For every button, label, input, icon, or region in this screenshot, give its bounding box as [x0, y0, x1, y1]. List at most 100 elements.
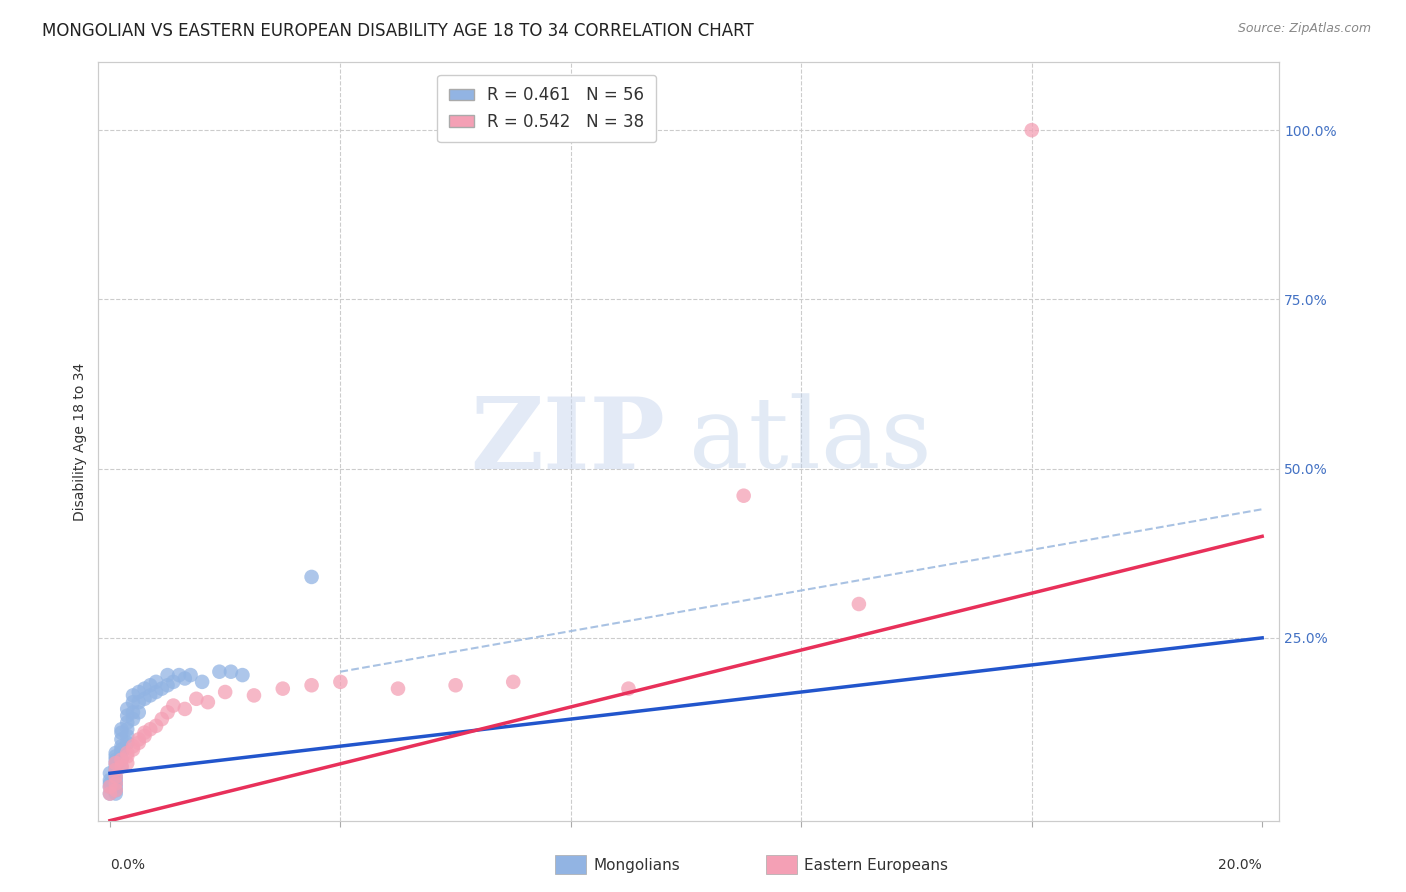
Y-axis label: Disability Age 18 to 34: Disability Age 18 to 34: [73, 362, 87, 521]
Point: [104, 763, 127, 777]
Point: [186, 691, 208, 706]
Point: [104, 749, 127, 764]
Point: [301, 678, 323, 692]
Point: [301, 570, 323, 584]
Point: [219, 665, 242, 679]
Point: [98, 772, 121, 787]
Text: Eastern Europeans: Eastern Europeans: [804, 858, 948, 872]
Point: [128, 706, 150, 720]
Point: [104, 776, 127, 790]
Point: [115, 708, 138, 723]
Point: [128, 736, 150, 750]
Point: [329, 674, 352, 689]
Point: [191, 674, 214, 689]
Point: [134, 729, 156, 743]
Point: [104, 780, 127, 794]
Point: [122, 712, 145, 726]
Point: [110, 753, 132, 767]
Point: [110, 732, 132, 747]
Point: [139, 723, 162, 737]
Point: [98, 776, 121, 790]
Point: [617, 681, 640, 696]
Point: [444, 678, 467, 692]
Point: [104, 753, 127, 767]
Point: [134, 681, 156, 696]
Point: [387, 681, 409, 696]
Text: MONGOLIAN VS EASTERN EUROPEAN DISABILITY AGE 18 TO 34 CORRELATION CHART: MONGOLIAN VS EASTERN EUROPEAN DISABILITY…: [42, 22, 754, 40]
Legend: R = 0.461   N = 56, R = 0.542   N = 38: R = 0.461 N = 56, R = 0.542 N = 38: [437, 75, 657, 142]
Point: [150, 712, 173, 726]
Point: [115, 756, 138, 770]
Point: [110, 759, 132, 773]
Point: [231, 668, 253, 682]
Text: 20.0%: 20.0%: [1219, 858, 1263, 871]
Point: [110, 725, 132, 739]
Text: ZIP: ZIP: [471, 393, 665, 490]
Point: [128, 732, 150, 747]
Point: [197, 695, 219, 709]
Point: [128, 695, 150, 709]
Point: [104, 770, 127, 784]
Text: 0.0%: 0.0%: [110, 858, 145, 871]
Point: [162, 698, 184, 713]
Point: [98, 780, 121, 794]
Point: [122, 706, 145, 720]
Point: [110, 746, 132, 760]
Point: [115, 746, 138, 760]
Point: [214, 685, 236, 699]
Point: [104, 756, 127, 770]
Point: [122, 742, 145, 756]
Point: [208, 665, 231, 679]
Point: [104, 756, 127, 770]
Point: [104, 772, 127, 787]
Point: [98, 787, 121, 801]
Point: [156, 668, 179, 682]
Point: [104, 746, 127, 760]
Point: [104, 783, 127, 797]
Point: [98, 787, 121, 801]
Point: [848, 597, 870, 611]
Point: [134, 725, 156, 739]
Point: [173, 672, 195, 686]
Point: [110, 742, 132, 756]
Point: [115, 749, 138, 764]
Point: [180, 668, 202, 682]
Point: [115, 736, 138, 750]
Point: [98, 780, 121, 794]
Point: [167, 668, 190, 682]
Point: [115, 729, 138, 743]
Point: [104, 776, 127, 790]
Point: [128, 685, 150, 699]
Point: [104, 787, 127, 801]
Point: [104, 770, 127, 784]
Point: [110, 753, 132, 767]
Point: [110, 723, 132, 737]
Point: [104, 763, 127, 777]
Point: [145, 719, 167, 733]
Point: [122, 689, 145, 703]
Point: [134, 691, 156, 706]
Point: [271, 681, 294, 696]
Point: [139, 678, 162, 692]
Point: [1021, 123, 1043, 137]
Point: [110, 739, 132, 754]
Point: [145, 674, 167, 689]
Point: [145, 685, 167, 699]
Point: [150, 681, 173, 696]
Point: [98, 766, 121, 780]
Point: [139, 689, 162, 703]
Point: [115, 702, 138, 716]
Point: [115, 723, 138, 737]
Point: [122, 739, 145, 754]
Point: [110, 759, 132, 773]
Point: [243, 689, 266, 703]
Text: atlas: atlas: [689, 393, 932, 490]
Point: [115, 715, 138, 730]
Text: Mongolians: Mongolians: [593, 858, 681, 872]
Point: [162, 674, 184, 689]
Point: [104, 759, 127, 773]
Point: [104, 783, 127, 797]
Point: [156, 706, 179, 720]
Text: Source: ZipAtlas.com: Source: ZipAtlas.com: [1237, 22, 1371, 36]
Point: [122, 695, 145, 709]
